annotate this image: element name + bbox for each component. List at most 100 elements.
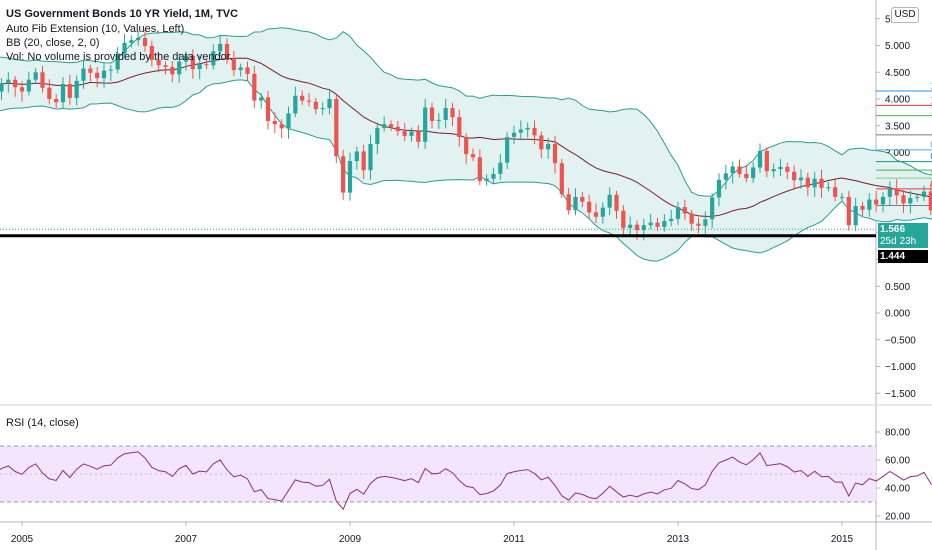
indicator-fib-legend[interactable]: Auto Fib Extension (10, Values, Left)	[6, 23, 185, 35]
fib-level-label: 1.272(3.69)	[930, 106, 932, 117]
candle-body	[60, 84, 66, 103]
candle-body	[682, 207, 687, 214]
candle-body	[101, 70, 107, 79]
candle-body	[716, 179, 722, 198]
currency-badge[interactable]: USD	[891, 7, 919, 23]
candle-body	[710, 197, 715, 220]
candle-body	[874, 199, 879, 205]
candle-body	[40, 72, 45, 88]
candle-body	[662, 220, 667, 227]
candle-body	[142, 38, 148, 47]
candle-body	[600, 207, 605, 217]
price-tick-label: 0.500	[885, 282, 910, 293]
rsi-title[interactable]: RSI (14, close)	[6, 417, 79, 429]
candle-body	[272, 120, 277, 125]
candle-body	[812, 178, 817, 188]
candle-body	[197, 64, 202, 70]
candle-body	[306, 100, 312, 102]
rsi-line	[0, 451, 932, 511]
price-tick-label: −1.000	[885, 362, 916, 373]
candle-body	[313, 101, 318, 110]
time-tick-label: 2009	[339, 534, 362, 545]
candle-body	[177, 61, 182, 75]
candle-body	[464, 136, 469, 155]
candle-body	[450, 108, 455, 118]
price-tick-label: 3.500	[885, 121, 910, 132]
price-tick-label: 4.000	[885, 95, 910, 106]
candle-body	[484, 178, 489, 181]
candle-body	[853, 206, 858, 226]
candle-body	[894, 188, 899, 196]
bb-upper-line	[0, 27, 932, 197]
candle-body	[423, 107, 428, 142]
current-price-label: 1.566	[878, 223, 928, 236]
candle-body	[928, 191, 932, 211]
fib-level-label: 1.414(3.88)	[930, 95, 932, 106]
candle-body	[122, 42, 127, 54]
candle-body	[375, 127, 380, 144]
candle-body	[443, 108, 448, 120]
candle-body	[183, 55, 189, 62]
candle-body	[703, 219, 708, 226]
candle-body	[819, 178, 824, 188]
candle-body	[6, 79, 11, 84]
time-tick-label: 2007	[175, 534, 198, 545]
candle-body	[395, 126, 400, 132]
candle-body	[505, 136, 510, 163]
indicator-bb-legend[interactable]: BB (20, close, 2, 0)	[6, 37, 100, 49]
candle-body	[252, 73, 257, 101]
candle-body	[416, 131, 421, 142]
candle-body	[826, 187, 831, 189]
candle-body	[81, 68, 86, 81]
candle-body	[47, 87, 52, 99]
candle-body	[320, 108, 325, 110]
candle-body	[867, 199, 872, 210]
candle-body	[846, 196, 851, 226]
candle-body	[921, 191, 927, 197]
rsi-tick-label: 40.00	[885, 484, 910, 495]
candle-body	[95, 72, 100, 79]
candle-body	[341, 156, 346, 193]
candle-body	[792, 171, 797, 181]
chart-title: US Government Bonds 10 YR Yield, 1M, TVC	[6, 8, 239, 20]
candle-body	[908, 197, 913, 204]
fib-level-label: 1.618(4.15)	[930, 81, 932, 92]
candle-body	[887, 188, 892, 197]
candle-body	[675, 207, 681, 219]
candle-body	[587, 201, 592, 213]
time-tick-label: 2011	[503, 534, 525, 545]
price-tick-label: −1.500	[885, 389, 916, 400]
candle-body	[327, 99, 332, 109]
candle-body	[607, 194, 612, 208]
candle-body	[457, 117, 462, 137]
candle-body	[833, 187, 838, 197]
price-tick-label: 0.000	[885, 309, 910, 320]
price-tick-label: −0.500	[885, 335, 916, 346]
candle-body	[361, 151, 366, 171]
candle-body	[231, 58, 236, 71]
candle-body	[259, 97, 264, 101]
fib-level-label: 0.382(2.52)	[930, 168, 932, 179]
candle-body	[655, 222, 660, 227]
indicator-vol-legend[interactable]: Vol: No volume is provided by the data v…	[6, 51, 233, 63]
candle-body	[566, 194, 571, 211]
candle-body	[491, 173, 496, 179]
candle-body	[224, 43, 230, 59]
candle-body	[839, 196, 845, 198]
candle-body	[518, 129, 523, 133]
candle-body	[511, 132, 517, 137]
time-tick-label: 2013	[667, 534, 690, 545]
candle-body	[880, 196, 886, 205]
candle-body	[785, 166, 790, 172]
time-tick-label: 2005	[11, 534, 34, 545]
candle-body	[409, 131, 414, 136]
candle-body	[19, 87, 25, 92]
candle-body	[136, 38, 141, 41]
candle-body	[764, 150, 769, 172]
candle-body	[74, 80, 79, 98]
candle-body	[163, 65, 168, 67]
candle-body	[368, 143, 373, 171]
candle-body	[279, 124, 284, 129]
candle-body	[532, 127, 537, 136]
